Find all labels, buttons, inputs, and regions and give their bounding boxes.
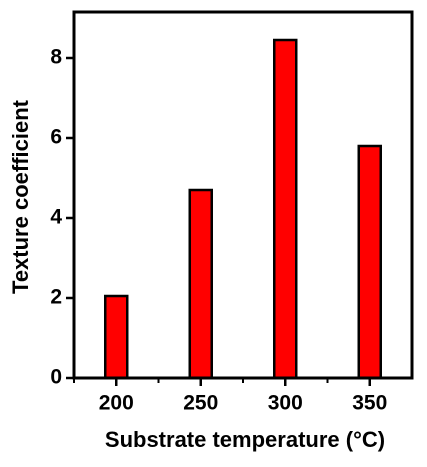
bar	[188, 188, 213, 380]
y-tick-label: 2	[50, 286, 62, 309]
y-tick-label: 4	[50, 206, 62, 229]
bar	[104, 294, 129, 380]
bar	[273, 38, 298, 380]
x-axis-title: Substrate temperature (°C)	[105, 427, 385, 452]
plot-frame	[72, 10, 414, 380]
y-tick-label: 8	[50, 46, 62, 69]
x-tick-label: 200	[99, 392, 134, 415]
x-tick-label: 300	[268, 392, 303, 415]
y-tick-label: 6	[50, 126, 62, 149]
y-axis-title: Texture coefficient	[8, 99, 33, 294]
y-tick-label: 0	[50, 366, 62, 389]
x-tick-label: 350	[352, 392, 387, 415]
bar	[357, 144, 382, 380]
x-tick-label: 250	[183, 392, 218, 415]
